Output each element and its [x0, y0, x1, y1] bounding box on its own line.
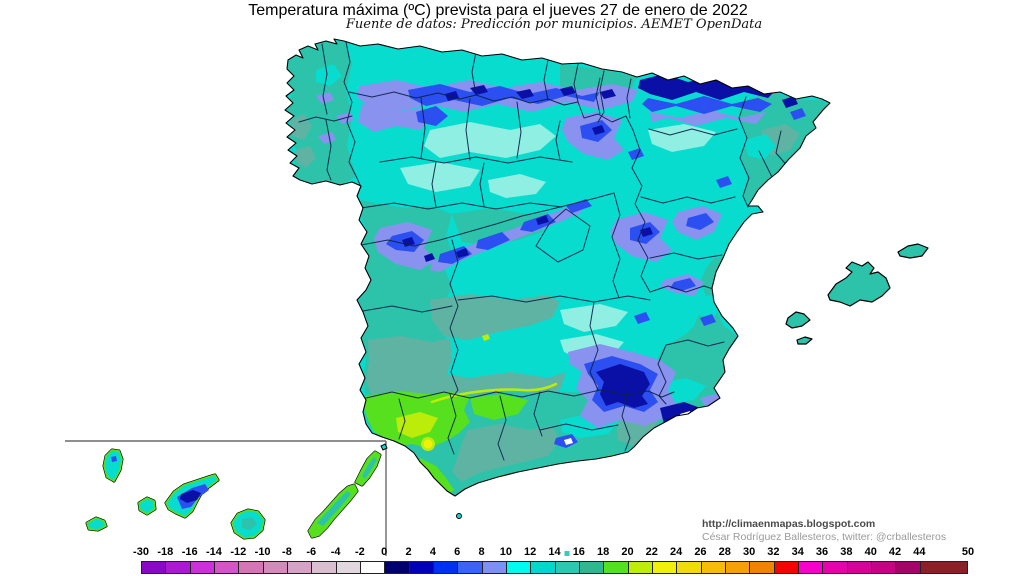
gran-canaria: [230, 508, 266, 540]
legend-segment: [604, 562, 629, 573]
legend-segment: [287, 562, 313, 573]
legend-tick: 16: [572, 546, 585, 558]
la-palma: [102, 448, 124, 483]
legend-tick: 12: [524, 546, 537, 558]
el-hierro: [85, 516, 108, 532]
legend-tick: 30: [742, 546, 756, 558]
legend-segment: [847, 562, 872, 573]
canary-inset-frame: [65, 440, 387, 556]
temperature-legend: -30 -18 -16 -14 -12 -10 -8 -6 -4 -2 0 2 4 6 8 10 12 14 16 1…: [133, 546, 974, 575]
la-gomera: [137, 496, 157, 516]
tenerife: [164, 473, 220, 519]
legend-segment: [409, 562, 434, 573]
legend-segment: [920, 562, 968, 573]
ceuta: [456, 513, 462, 519]
lanzarote: [354, 443, 388, 487]
legend-tick: -12: [230, 546, 247, 558]
legend-segment: [798, 562, 824, 573]
legend-segment: [214, 562, 240, 573]
fuerteventura: [307, 483, 359, 539]
legend-tick: 14: [548, 546, 561, 558]
legend-tick: 8: [478, 546, 485, 558]
legend-segment: [482, 562, 507, 573]
canary-islands: [85, 443, 388, 540]
legend-tick: -2: [355, 546, 365, 558]
legend-segment: [823, 562, 848, 573]
legend-segment: [725, 562, 751, 573]
legend-segment: [142, 562, 167, 573]
legend-tick: -16: [181, 546, 198, 558]
legend-tick: 24: [669, 546, 683, 558]
legend-tick: 0: [381, 546, 388, 558]
legend-segment: [531, 562, 556, 573]
legend-tick: -4: [330, 546, 341, 558]
legend-tick: -6: [306, 546, 317, 558]
legend-segment: [896, 562, 921, 573]
page-title: Temperatura máxima (ºC) prevista para el…: [248, 2, 748, 19]
legend-tick: 26: [694, 546, 707, 558]
attribution-url[interactable]: http://climaenmapas.blogspot.com: [702, 518, 876, 530]
legend-segment: [628, 562, 653, 573]
legend-segment: [360, 562, 386, 573]
legend-segment: [385, 562, 410, 573]
data-source-subtitle: Fuente de datos: Predicción por municipi…: [345, 17, 763, 32]
legend-tick: 20: [621, 546, 634, 558]
legend-segment: [652, 562, 678, 573]
legend-segment: [190, 562, 215, 573]
legend-tick: 4: [429, 546, 436, 558]
legend-tick: 44: [913, 546, 926, 558]
legend-tick: -30: [133, 546, 149, 558]
legend-segment: [750, 562, 775, 573]
legend-tick: -14: [206, 546, 222, 558]
legend-segment: [871, 562, 897, 573]
legend-tick: 2: [405, 546, 412, 558]
legend-segment: [458, 562, 483, 573]
legend-segment: [579, 562, 605, 573]
province-borders: [298, 41, 791, 461]
legend-tick: 36: [815, 546, 829, 558]
cold-mountain-zones: [316, 74, 806, 448]
legend-tick: 38: [840, 546, 853, 558]
legend-segment: [701, 562, 726, 573]
legend-tick: -8: [282, 546, 292, 558]
legend-tick: 40: [864, 546, 877, 558]
legend-tick: 28: [718, 546, 731, 558]
legend-segment: [239, 562, 264, 573]
legend-segment: [336, 562, 361, 573]
legend-segment: [677, 562, 702, 573]
legend-tick: 50: [961, 546, 975, 558]
legend-tick: -18: [157, 546, 174, 558]
legend-segment: [774, 562, 799, 573]
attribution-author: César Rodríguez Ballesteros, twitter: @c…: [702, 531, 947, 543]
legend-segment: [555, 562, 580, 573]
legend-color-bar: [141, 561, 968, 574]
legend-tick: 10: [499, 546, 512, 558]
legend-tick: 6: [454, 546, 461, 558]
legend-segment: [312, 562, 337, 573]
legend-segment: [506, 562, 532, 573]
legend-tick: 42: [888, 546, 902, 558]
legend-segment: [166, 562, 191, 573]
legend-tick: -10: [254, 546, 271, 558]
legend-segment: [263, 562, 288, 573]
legend-tick: 18: [597, 546, 610, 558]
attribution: http://climaenmapas.blogspot.com César R…: [702, 518, 946, 544]
balearic-islands: [785, 243, 929, 345]
legend-tick-labels: -30 -18 -16 -14 -12 -10 -8 -6 -4 -2 0 2 4 6 8 10 12 14 16 1…: [133, 546, 974, 560]
legend-tick: 22: [645, 546, 658, 558]
legend-tick: 34: [791, 546, 804, 558]
legend-segment: [433, 562, 459, 573]
legend-tick: 32: [767, 546, 780, 558]
legend-current-marker: [564, 551, 570, 556]
